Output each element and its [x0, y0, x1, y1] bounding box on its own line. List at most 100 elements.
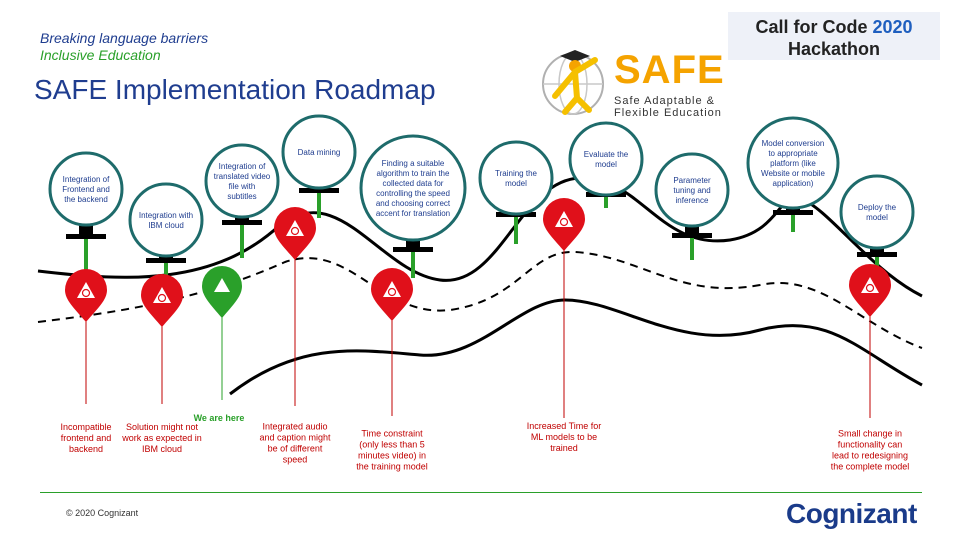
cross-circle-icon	[559, 217, 569, 227]
milestone-label: tuning and	[673, 186, 710, 195]
risk-label: speed	[283, 455, 308, 465]
risk-label: the complete model	[831, 462, 910, 472]
road-bottom-edge	[229, 298, 923, 396]
milestone-label: to appropriate	[768, 149, 818, 158]
risk-label: work as expected in	[121, 433, 202, 443]
milestone-label: the backend	[64, 195, 108, 204]
milestone-label: Integration of	[219, 162, 266, 171]
milestone-label: controlling the speed	[376, 189, 450, 198]
milestone-label: inference	[676, 196, 709, 205]
risk-label: frontend and	[61, 433, 112, 443]
risk-label: lead to redesigning	[832, 451, 908, 461]
risk-label: Integrated audio	[262, 422, 327, 432]
milestone-stand	[773, 210, 813, 215]
milestone-label: Parameter	[673, 176, 711, 185]
milestone-post	[406, 239, 420, 248]
safe-logo-word: SAFE	[614, 48, 725, 92]
risk-label: the training model	[356, 462, 428, 472]
risk-label: Increased Time for	[527, 421, 602, 431]
milestone-label: translated video	[214, 172, 271, 181]
milestone-label: collected data for	[383, 179, 444, 188]
risk-label: functionality can	[838, 440, 903, 450]
footer-copyright: © 2020 Cognizant	[66, 508, 139, 518]
milestone-label: subtitles	[227, 192, 256, 201]
milestone-stand	[146, 258, 186, 263]
milestone-label: Finding a suitable	[382, 159, 445, 168]
page-title: SAFE Implementation Roadmap	[34, 74, 436, 105]
milestone-bubble	[654, 152, 730, 228]
current-position-label: We are here	[194, 413, 245, 423]
safe-logo-icon	[542, 50, 604, 115]
cross-circle-icon	[290, 226, 300, 236]
tagline-education: Inclusive Education	[40, 47, 161, 63]
milestone-stand	[299, 188, 339, 193]
milestone-label: Frontend and	[62, 185, 110, 194]
event-year: 2020	[872, 17, 913, 37]
milestone-bubble	[128, 182, 204, 258]
event-badge: Call for Code 2020 Hackathon	[728, 12, 940, 60]
milestone-label: Evaluate the	[584, 150, 629, 159]
milestone-post	[685, 225, 699, 234]
milestone-label: Model conversion	[762, 139, 825, 148]
footer-divider	[40, 492, 922, 493]
milestone-bubble	[204, 143, 280, 219]
milestone-label: and choosing correct	[376, 199, 451, 208]
milestone-label: Integration with	[139, 211, 193, 220]
event-name: Call for Code	[755, 17, 868, 37]
risk-label: trained	[550, 443, 578, 453]
risk-label: ML models to be	[531, 432, 597, 442]
up-arrow-icon	[214, 278, 230, 292]
milestone-label: Deploy the	[858, 203, 897, 212]
milestone-label: accent for translation	[376, 209, 450, 218]
road-center-line	[37, 250, 923, 349]
risk-label: be of different	[268, 444, 323, 454]
safe-logo-subtitle-1: Safe Adaptable &	[614, 95, 716, 107]
milestone-stand	[672, 233, 712, 238]
risk-label: backend	[69, 444, 103, 454]
milestone: Data mining	[281, 114, 357, 218]
event-type: Hackathon	[787, 39, 881, 59]
milestone-stand	[66, 234, 106, 239]
milestone-stand	[857, 252, 897, 257]
milestone-label: model	[595, 160, 617, 169]
milestone-bubble	[359, 134, 467, 242]
milestone-label: model	[505, 179, 527, 188]
cross-circle-icon	[81, 288, 91, 298]
risk-label: Time constraint	[361, 429, 423, 439]
milestone-label: algorithm to train the	[377, 169, 450, 178]
risk-label: and caption might	[259, 433, 331, 443]
milestone-bubble	[568, 121, 644, 197]
safe-logo-subtitle-2: Flexible Education	[614, 107, 722, 119]
risk-label: Small change in	[838, 429, 902, 439]
milestone-label: Website or mobile	[761, 169, 825, 178]
risk-label: Incompatible	[60, 422, 111, 432]
milestone-label: application)	[773, 179, 814, 188]
milestone-label: Data mining	[298, 148, 341, 157]
cross-circle-icon	[387, 287, 397, 297]
milestone-post	[79, 224, 93, 235]
milestone-label: Integration of	[63, 175, 110, 184]
milestone-bubble	[478, 140, 554, 216]
milestone-bubble	[839, 174, 915, 250]
milestone-label: file with	[229, 182, 256, 191]
cross-circle-icon	[865, 283, 875, 293]
milestone-stand	[393, 247, 433, 252]
milestone-bubble	[48, 151, 124, 227]
risk-marker: Time constraint(only less than 5minutes …	[356, 268, 428, 472]
milestone-stand	[222, 220, 262, 225]
cognizant-logo: Cognizant	[786, 498, 917, 529]
milestone-label: platform (like	[770, 159, 816, 168]
tagline-language: Breaking language barriers	[40, 30, 209, 46]
